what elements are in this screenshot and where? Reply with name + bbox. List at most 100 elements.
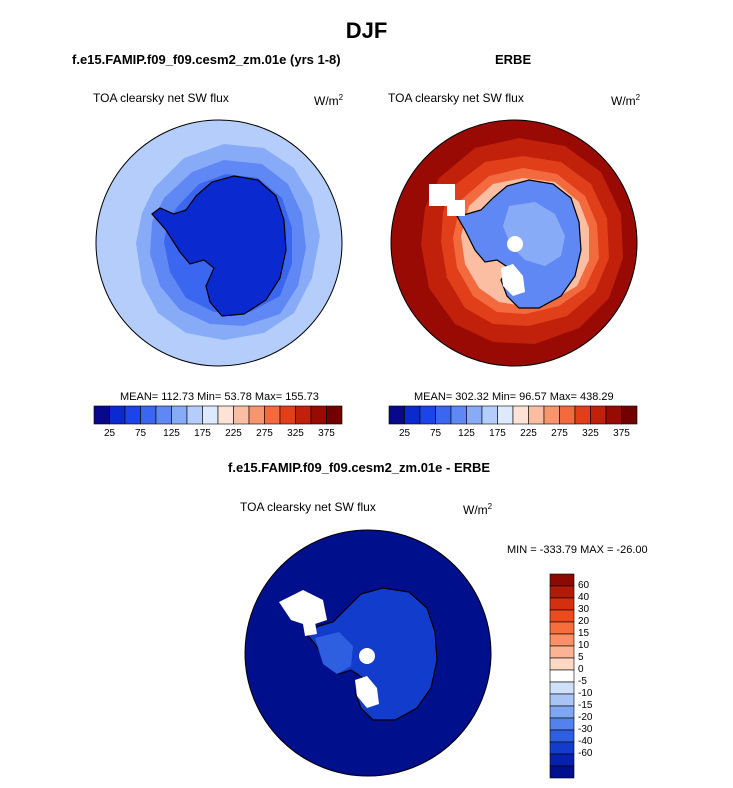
panel2-colorbar-swatch xyxy=(543,405,560,425)
panel2-colorbar-tick: 375 xyxy=(613,428,630,439)
panel2-colorbar-swatch xyxy=(450,405,467,425)
figure-title: DJF xyxy=(345,18,388,43)
panel3-variable: TOA clearsky net SW flux xyxy=(240,500,376,514)
panel1-colorbar-swatch xyxy=(233,405,250,425)
panel1-colorbar-swatch xyxy=(124,405,141,425)
panel2-colorbar-tick: 25 xyxy=(398,428,411,439)
panel1-colorbar-tick: 75 xyxy=(134,428,147,439)
panel2-colorbar-tick: 125 xyxy=(458,428,475,439)
panel1-colorbar-swatch xyxy=(140,405,157,425)
panel1-colorbar-swatch xyxy=(93,405,110,425)
panel2-colorbar-swatch xyxy=(605,405,622,425)
panel1-title: f.e15.FAMIP.f09_f09.cesm2_zm.01e (yrs 1-… xyxy=(72,52,341,67)
panel2-colorbar-swatch xyxy=(481,405,498,425)
panel3-colorbar-swatch xyxy=(549,597,575,611)
panel3-colorbar-swatch xyxy=(549,669,575,683)
panel3-colorbar-tick: 5 xyxy=(578,652,584,663)
panel3-stats: MIN = -333.79 MAX = -26.00 xyxy=(507,544,648,556)
panel1-colorbar-swatch xyxy=(295,405,312,425)
panel3-title: f.e15.FAMIP.f09_f09.cesm2_zm.01e - ERBE xyxy=(228,460,491,475)
panel2-units: W/m2 xyxy=(611,93,641,108)
panel2-colorbar-swatch xyxy=(621,405,638,425)
panel3-missing-wedge xyxy=(279,590,327,626)
panel1-colorbar-swatch xyxy=(202,405,219,425)
panel1-colorbar-tick: 125 xyxy=(163,428,180,439)
panel3-colorbar-swatch xyxy=(549,645,575,659)
panel3-map xyxy=(244,529,492,777)
panel3-colorbar-tick: -60 xyxy=(578,748,593,759)
panel1-colorbar-tick: 325 xyxy=(287,428,304,439)
panel3-colorbar-swatch xyxy=(549,633,575,647)
panel1-colorbar-tick: 175 xyxy=(194,428,211,439)
panel3-colorbar-swatch xyxy=(549,705,575,719)
panel3-colorbar-tick: -10 xyxy=(578,688,593,699)
panel2-title: ERBE xyxy=(495,52,532,67)
panel3-colorbar-tick: 20 xyxy=(578,616,590,627)
panel3-colorbar-swatch xyxy=(549,621,575,635)
panel2-colorbar-swatch xyxy=(559,405,576,425)
panel2-missing-shelf xyxy=(501,264,525,296)
panel3-colorbar-swatch xyxy=(549,681,575,695)
panel2-variable: TOA clearsky net SW flux xyxy=(388,91,524,105)
panel1-colorbar-tick: 375 xyxy=(318,428,335,439)
panel1-colorbar-swatch xyxy=(217,405,234,425)
panel1-continent xyxy=(151,175,287,317)
panel3-colorbar-swatch xyxy=(549,585,575,599)
panel3-colorbar-tick: -5 xyxy=(578,676,587,687)
panel2-stats: MEAN= 302.32 Min= 96.57 Max= 438.29 xyxy=(414,391,614,403)
panel3-colorbar-tick: -15 xyxy=(578,700,593,711)
panel1-units: W/m2 xyxy=(314,93,344,108)
panel3-colorbar-swatch xyxy=(549,657,575,671)
panel3-pole-hole xyxy=(359,648,375,664)
panel2-colorbar-swatch xyxy=(388,405,405,425)
panel1-colorbar-swatch xyxy=(310,405,327,425)
panel2-colorbar-tick: 225 xyxy=(520,428,537,439)
panel2-pole-hole xyxy=(507,236,523,252)
panel3-missing-shelf xyxy=(355,676,379,708)
panel3-colorbar-tick: -40 xyxy=(578,736,593,747)
panel1-colorbar-tick: 225 xyxy=(225,428,242,439)
panel3-colorbar-swatch xyxy=(549,693,575,707)
panel1-colorbar-swatch xyxy=(171,405,188,425)
panel2-missing-wedge-2 xyxy=(447,200,465,216)
panel1-colorbar-swatch xyxy=(326,405,343,425)
panel1-colorbar-swatch xyxy=(248,405,265,425)
panel2-colorbar-swatch xyxy=(528,405,545,425)
panel1-colorbar-swatch xyxy=(186,405,203,425)
panel1-colorbar-tick: 275 xyxy=(256,428,273,439)
panel1-colorbar-tick: 25 xyxy=(103,428,116,439)
panel3-colorbar-swatch xyxy=(549,729,575,743)
panel3-missing-strip xyxy=(303,622,317,636)
panel3-units: W/m2 xyxy=(463,502,493,517)
panel2-colorbar-tick: 175 xyxy=(489,428,506,439)
panel1-map xyxy=(95,119,343,367)
panel3-colorbar-tick: 0 xyxy=(578,664,584,675)
panel3-colorbar-swatch xyxy=(549,573,575,587)
panel3-colorbar xyxy=(549,573,575,779)
panel3-colorbar-tick: 30 xyxy=(578,604,590,615)
panel1-colorbar-swatch xyxy=(264,405,281,425)
panel3-colorbar-swatch xyxy=(549,741,575,755)
panel1-colorbar-swatch xyxy=(109,405,126,425)
panel2-colorbar-swatch xyxy=(404,405,421,425)
panel2-colorbar-swatch xyxy=(435,405,452,425)
panel3-colorbar-swatch xyxy=(549,765,575,779)
panel2-colorbar-tick: 275 xyxy=(551,428,568,439)
panel3-continent-west xyxy=(315,632,353,674)
panel2-colorbar-swatch xyxy=(574,405,591,425)
panel3-colorbar-swatch xyxy=(549,717,575,731)
panel2-colorbar-tick: 75 xyxy=(429,428,442,439)
panel2-map xyxy=(390,119,638,367)
panel1-stats: MEAN= 112.73 Min= 53.78 Max= 155.73 xyxy=(120,391,319,403)
panel2-colorbar xyxy=(388,405,638,425)
panel1-variable: TOA clearsky net SW flux xyxy=(93,91,229,105)
panel3-colorbar-tick: 10 xyxy=(578,640,590,651)
panel2-colorbar-swatch xyxy=(590,405,607,425)
panel3-colorbar-tick: 60 xyxy=(578,580,590,591)
panel2-colorbar-swatch xyxy=(419,405,436,425)
panel3-colorbar-tick: -20 xyxy=(578,712,593,723)
panel3-colorbar-tick: 15 xyxy=(578,628,590,639)
panel2-colorbar-swatch xyxy=(512,405,529,425)
panel2-colorbar-swatch xyxy=(466,405,483,425)
panel2-colorbar-swatch xyxy=(497,405,514,425)
